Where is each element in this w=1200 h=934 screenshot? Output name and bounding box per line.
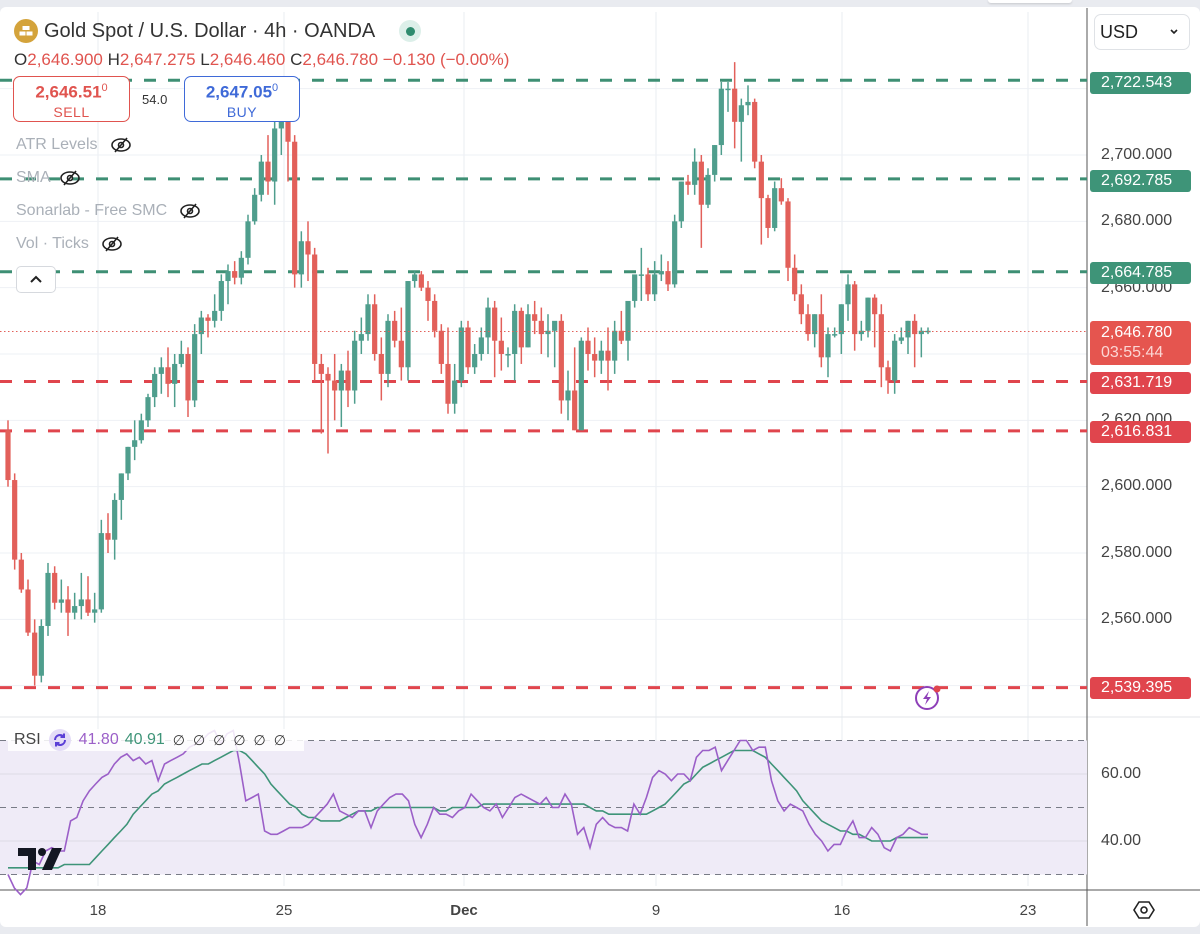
- price-tick: 2,580.000: [1101, 544, 1173, 561]
- price-tick: 2,600.000: [1101, 477, 1173, 494]
- level-label-resistance: 2,664.785: [1090, 262, 1191, 284]
- change-value: −0.130 (−0.00%): [382, 50, 510, 69]
- chevron-down-icon: [1170, 29, 1178, 35]
- settings-hexagon-icon: [1133, 901, 1155, 919]
- eye-hidden-icon[interactable]: [101, 235, 123, 253]
- indicator-sma[interactable]: SMA: [16, 169, 81, 187]
- time-tick: 23: [1019, 902, 1037, 919]
- ohlc-values: O2,646.900 H2,647.275 L2,646.460 C2,646.…: [14, 50, 510, 69]
- high-value: 2,647.275: [119, 50, 196, 69]
- close-value: 2,646.780: [302, 50, 379, 69]
- chart-settings-button[interactable]: [1133, 899, 1155, 926]
- level-label-support: 2,616.831: [1090, 421, 1191, 443]
- symbol-legend[interactable]: Gold Spot / U.S. Dollar · 4h · OANDA: [14, 19, 422, 43]
- time-tick: 16: [833, 902, 851, 919]
- sell-button[interactable]: 2,646.510 SELL: [13, 76, 130, 122]
- tradingview-logo[interactable]: [18, 848, 62, 875]
- bar-countdown: 03:55:44: [1101, 344, 1164, 361]
- spread-value: 54.0: [142, 92, 168, 107]
- time-tick: 9: [651, 902, 661, 919]
- level-label-support: 2,631.719: [1090, 372, 1191, 394]
- market-open-status-icon: [399, 20, 422, 42]
- level-label-resistance: 2,722.543: [1090, 72, 1191, 94]
- lightning-alert-icon[interactable]: [914, 684, 941, 710]
- level-label-support: 2,539.395: [1090, 677, 1191, 699]
- indicator-vol-ticks[interactable]: Vol · Ticks: [16, 235, 123, 253]
- time-tick-month: Dec: [450, 902, 478, 919]
- time-tick: 25: [275, 902, 293, 919]
- eye-hidden-icon[interactable]: [179, 202, 201, 220]
- rsi-tick: 40.00: [1101, 832, 1142, 849]
- rsi-legend[interactable]: RSI 41.80 40.91 ∅∅∅∅∅∅: [8, 729, 304, 751]
- currency-select[interactable]: USD: [1094, 14, 1190, 50]
- symbol-title: Gold Spot / U.S. Dollar · 4h · OANDA: [44, 19, 376, 42]
- eye-hidden-icon[interactable]: [59, 169, 81, 187]
- collapse-indicators-button[interactable]: [16, 266, 56, 293]
- rsi-ma-value: 40.91: [124, 731, 165, 748]
- price-tick: 2,680.000: [1101, 212, 1173, 229]
- top-handle[interactable]: [988, 0, 1072, 3]
- refresh-icon[interactable]: [48, 729, 71, 751]
- low-value: 2,646.460: [209, 50, 286, 69]
- eye-hidden-icon[interactable]: [110, 136, 132, 154]
- indicator-atr-levels[interactable]: ATR Levels: [16, 136, 132, 154]
- time-tick: 18: [89, 902, 107, 919]
- open-value: 2,646.900: [27, 50, 103, 69]
- buy-button[interactable]: 2,647.050 BUY: [184, 76, 300, 122]
- price-tick: 2,700.000: [1101, 146, 1173, 163]
- rsi-tick: 60.00: [1101, 765, 1142, 782]
- chevron-up-icon: [30, 275, 42, 283]
- rsi-value: 41.80: [78, 731, 119, 748]
- level-label-resistance: 2,692.785: [1090, 170, 1191, 192]
- price-tick: 2,560.000: [1101, 610, 1173, 627]
- rsi-extra-values: ∅∅∅∅∅∅: [172, 731, 294, 748]
- rsi-label: RSI: [14, 731, 41, 748]
- current-price-label: 2,646.780 03:55:44: [1090, 321, 1191, 365]
- gold-bars-icon: [14, 19, 38, 43]
- indicator-sonarlab-smc[interactable]: Sonarlab - Free SMC: [16, 202, 201, 220]
